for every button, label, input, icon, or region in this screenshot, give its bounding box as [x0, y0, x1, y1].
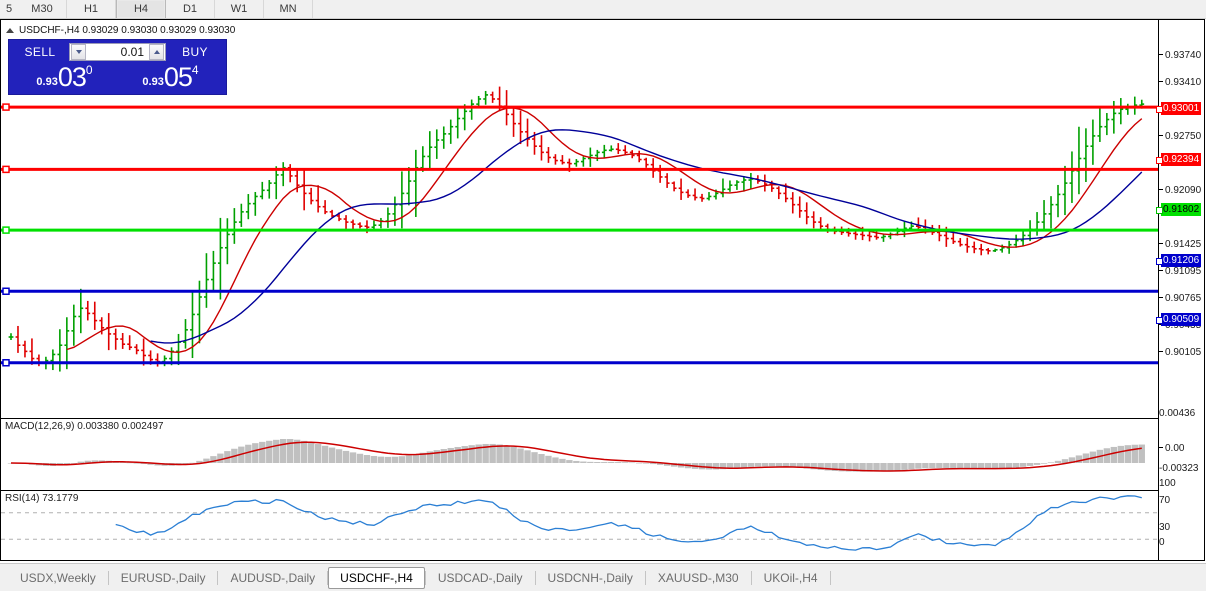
rsi-axis-tick: 0 [1159, 537, 1165, 548]
chart-tab-ukoil-h4[interactable]: UKOil-,H4 [763, 570, 818, 585]
price-line-handle[interactable] [1156, 258, 1163, 265]
macd-axis-tick: 0.00436 [1159, 408, 1196, 419]
timeframe-button-mn[interactable]: MN [264, 0, 313, 18]
price-axis-tick: 0.92750 [1159, 132, 1201, 142]
price-axis-tick: 0.93410 [1159, 78, 1201, 88]
chart-tab-usdchf-h4[interactable]: USDCHF-,H4 [328, 566, 425, 589]
price-marker-label-blue[interactable]: 0.90509 [1161, 313, 1202, 326]
price-marker-label-red[interactable]: 0.93001 [1161, 102, 1202, 115]
chart-tab-usdcad-daily[interactable]: USDCAD-,Daily [437, 570, 523, 585]
chevron-down-icon [75, 50, 82, 54]
tab-divider [534, 570, 536, 585]
volume-input[interactable]: 0.01 [120, 45, 144, 59]
timeframe-toolbar: 5 M30 H1 H4 D1 W1 MN [0, 0, 1206, 19]
rsi-axis-tick: 70 [1159, 495, 1171, 506]
chart-tab-xauusd-m30[interactable]: XAUUSD-,M30 [657, 570, 739, 585]
sell-price-prefix: 0.93 [36, 76, 58, 88]
price-axis-tick: 0.90105 [1159, 348, 1201, 358]
timeframe-button-h1[interactable]: H1 [67, 0, 116, 18]
sell-label[interactable]: SELL [24, 45, 56, 59]
rsi-axis-tick: 30 [1159, 522, 1171, 533]
tab-divider [644, 570, 646, 585]
symbol-header: USDCHF-,H4 0.93029 0.93030 0.93029 0.930… [6, 25, 235, 36]
price-plot [1, 86, 1159, 372]
toolbar-empty-area [313, 0, 1206, 18]
tab-divider [217, 570, 219, 585]
timeframe-button-w1[interactable]: W1 [215, 0, 264, 18]
buy-price-big: 05 [163, 62, 193, 93]
macd-plot [7, 439, 1145, 472]
macd-pane[interactable]: MACD(12,26,9) 0.003380 0.002497 [1, 418, 1159, 489]
tab-divider [107, 570, 109, 585]
buy-label[interactable]: BUY [182, 45, 208, 59]
rsi-pane[interactable]: RSI(14) 73.1779 [1, 490, 1159, 561]
price-line-handle[interactable] [1156, 317, 1163, 324]
price-axis-tick: 0.93740 [1159, 51, 1201, 61]
price-line-handle[interactable] [1156, 207, 1163, 214]
chart-frame[interactable]: MACD(12,26,9) 0.003380 0.002497 RSI(14) … [0, 19, 1205, 574]
one-click-trade-top-row: SELL 0.01 BUY [9, 40, 226, 62]
chart-tab-usdcnh-daily[interactable]: USDCNH-,Daily [547, 570, 633, 585]
price-line-handle[interactable] [1156, 106, 1163, 113]
price-axis[interactable]: 0.93740 0.93410 0.92750 0.92090 0.91425 0.910… [1156, 20, 1204, 560]
rsi-plot [1, 495, 1159, 551]
price-axis-tick: 0.92090 [1159, 186, 1201, 196]
chart-tab-bar: USDX,Weekly EURUSD-,Daily AUDUSD-,Daily USD… [0, 563, 1206, 591]
volume-increase-button[interactable] [149, 44, 164, 60]
chevron-up-icon [153, 50, 160, 54]
symbol-ohlc-text: USDCHF-,H4 0.93029 0.93030 0.93029 0.930… [19, 25, 236, 36]
price-marker-label-red[interactable]: 0.92394 [1161, 153, 1202, 166]
chart-tab-usdx-weekly[interactable]: USDX,Weekly [20, 570, 96, 585]
price-line-handle[interactable] [1156, 157, 1163, 164]
price-axis-tick: 0.91425 [1159, 240, 1201, 250]
sell-price-fraction: 0 [85, 63, 93, 77]
price-marker-label-blue[interactable]: 0.91206 [1161, 254, 1202, 267]
macd-axis-tick: -0.00323 [1159, 463, 1199, 474]
tab-divider [750, 570, 752, 585]
collapse-triangle-icon[interactable] [6, 28, 14, 33]
timeframe-button-h4[interactable]: H4 [116, 0, 166, 18]
timeframe-button-d1[interactable]: D1 [166, 0, 215, 18]
price-marker-label-green[interactable]: 0.91802 [1161, 203, 1202, 216]
tab-divider [327, 570, 329, 585]
macd-axis-tick: 0.00 [1159, 444, 1184, 454]
one-click-trade-panel[interactable]: SELL 0.01 BUY 0.93 03 0 0.93 05 4 [9, 40, 226, 94]
timeframe-button-5[interactable]: 5 [0, 0, 18, 18]
price-pane[interactable] [1, 20, 1159, 416]
buy-price-fraction: 4 [191, 63, 199, 77]
one-click-trade-prices: 0.93 03 0 0.93 05 4 [9, 62, 226, 94]
chart-tab-audusd-daily[interactable]: AUDUSD-,Daily [230, 570, 316, 585]
price-axis-tick: 0.90765 [1159, 294, 1201, 304]
sell-price-big: 03 [57, 62, 87, 93]
volume-stepper[interactable]: 0.01 [69, 43, 166, 61]
rsi-axis-tick: 100 [1159, 478, 1176, 489]
tab-divider [424, 570, 426, 585]
timeframe-button-m30[interactable]: M30 [18, 0, 67, 18]
sell-button[interactable]: 0.93 03 0 [13, 62, 116, 91]
buy-button[interactable]: 0.93 05 4 [119, 62, 222, 91]
chart-tab-eurusd-daily[interactable]: EURUSD-,Daily [120, 570, 206, 585]
volume-decrease-button[interactable] [71, 44, 86, 60]
buy-price-prefix: 0.93 [142, 76, 164, 88]
price-axis-tick: 0.91095 [1159, 267, 1201, 277]
tab-divider [829, 570, 831, 585]
